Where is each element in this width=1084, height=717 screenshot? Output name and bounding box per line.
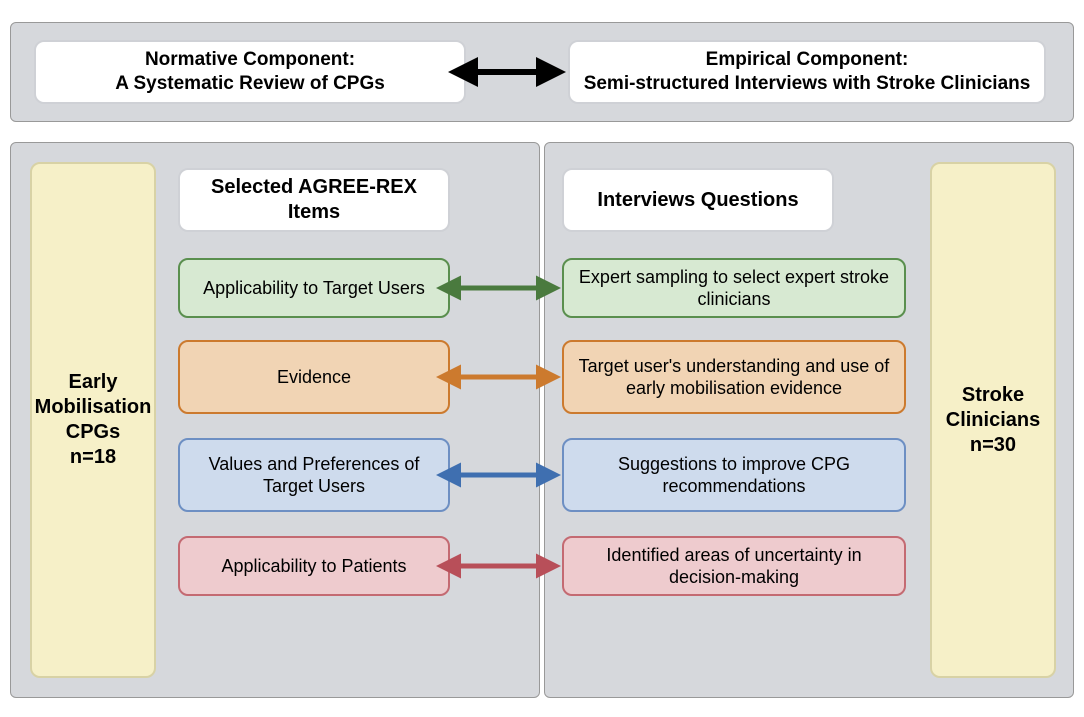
header-normative-line1: Normative Component: (145, 49, 355, 70)
row1-right-text: Target user's understanding and use of e… (576, 355, 892, 400)
side-right-line3: n=30 (970, 434, 1016, 456)
side-right-line1: Stroke (962, 384, 1024, 406)
col-title-left-text: Selected AGREE-REX Items (192, 175, 436, 225)
header-normative-line2: A Systematic Review of CPGs (115, 73, 385, 94)
col-title-right-text: Interviews Questions (597, 188, 798, 213)
row3-right-text: Identified areas of uncertainty in decis… (576, 544, 892, 589)
col-title-left: Selected AGREE-REX Items (178, 168, 450, 232)
header-empirical-line1: Empirical Component: (706, 49, 909, 70)
row1-right: Target user's understanding and use of e… (562, 340, 906, 414)
row2-left-text: Values and Preferences of Target Users (192, 453, 436, 498)
row0-right-text: Expert sampling to select expert stroke … (576, 266, 892, 311)
header-empirical: Empirical Component: Semi-structured Int… (568, 40, 1046, 104)
row0-right: Expert sampling to select expert stroke … (562, 258, 906, 318)
row0-left-text: Applicability to Target Users (203, 277, 425, 300)
row2-left: Values and Preferences of Target Users (178, 438, 450, 512)
diagram-canvas: Normative Component: A Systematic Review… (0, 0, 1084, 717)
side-left-line3: CPGs (66, 421, 120, 443)
header-empirical-line2: Semi-structured Interviews with Stroke C… (584, 73, 1031, 94)
row1-left-text: Evidence (277, 366, 351, 389)
col-title-right: Interviews Questions (562, 168, 834, 232)
row3-left-text: Applicability to Patients (221, 555, 406, 578)
side-right-line2: Clinicians (946, 409, 1040, 431)
row0-left: Applicability to Target Users (178, 258, 450, 318)
side-left-line1: Early (69, 371, 118, 393)
header-normative: Normative Component: A Systematic Review… (34, 40, 466, 104)
side-left-line4: n=18 (70, 446, 116, 468)
side-left-cpgs: Early Mobilisation CPGs n=18 (30, 162, 156, 678)
row2-right-text: Suggestions to improve CPG recommendatio… (576, 453, 892, 498)
row3-right: Identified areas of uncertainty in decis… (562, 536, 906, 596)
row1-left: Evidence (178, 340, 450, 414)
row3-left: Applicability to Patients (178, 536, 450, 596)
row2-right: Suggestions to improve CPG recommendatio… (562, 438, 906, 512)
side-left-line2: Mobilisation (35, 396, 152, 418)
side-right-clinicians: Stroke Clinicians n=30 (930, 162, 1056, 678)
